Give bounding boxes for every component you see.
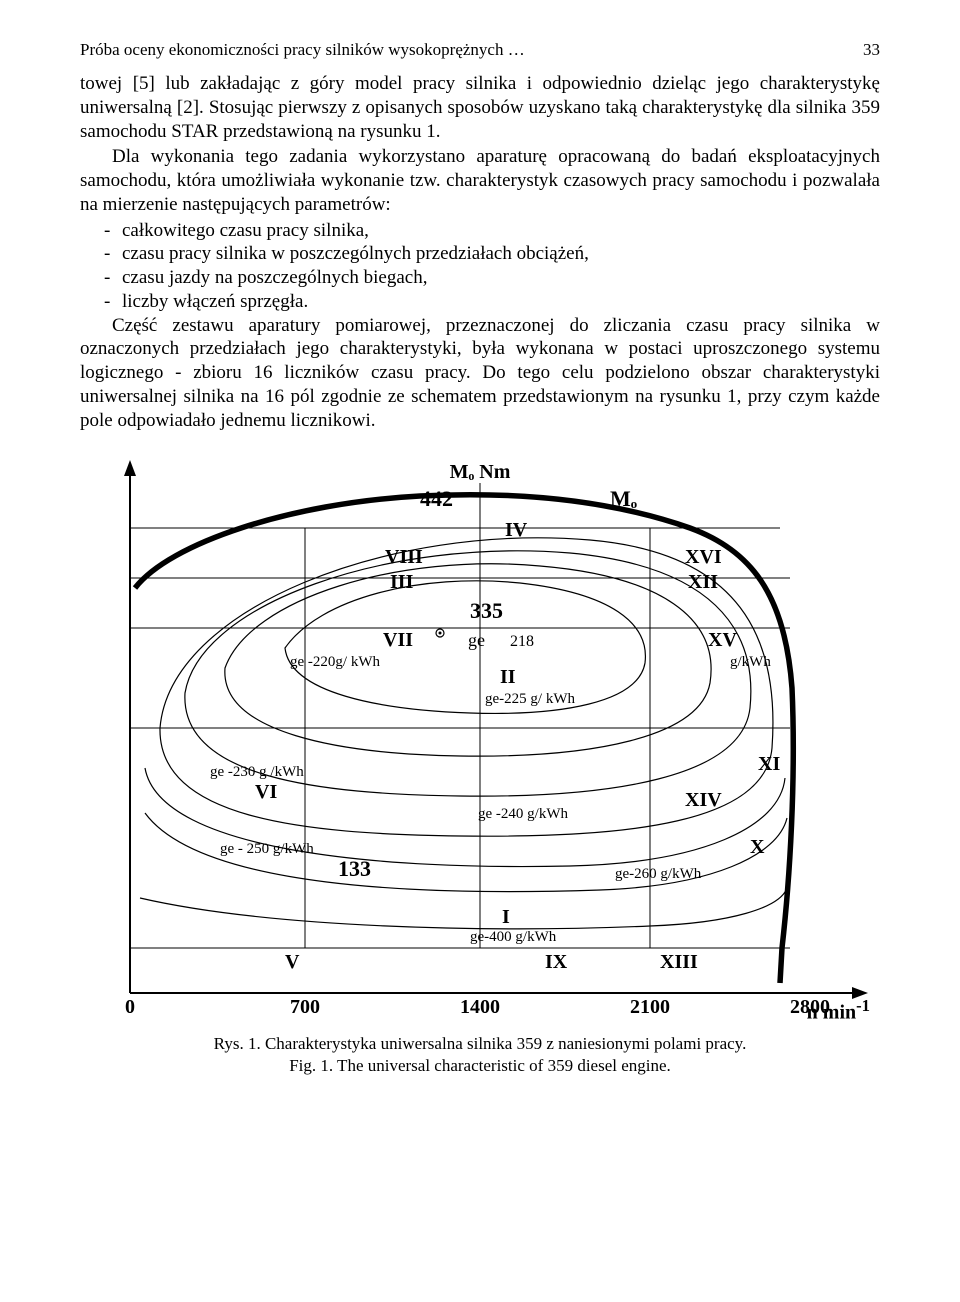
region-XIV: XIV — [685, 789, 722, 811]
caption-line-1: Rys. 1. Charakterystyka uniwersalna siln… — [214, 1033, 747, 1055]
ge-220: ge -220g/ kWh — [290, 654, 380, 670]
level-133: 133 — [338, 856, 371, 881]
region-VI: VI — [255, 781, 277, 803]
x-axis-label-text: n min — [807, 1002, 856, 1024]
bullet-2: czasu pracy silnika w poszczególnych prz… — [104, 242, 880, 266]
region-VIII: VIII — [385, 546, 423, 568]
engine-characteristic-chart: Mₒ Nm 442 Mₒ IV VIII III XVI XII 335 VII… — [90, 458, 870, 1018]
paragraph-3: Część zestawu aparatury pomiarowej, prze… — [80, 314, 880, 433]
running-title: Próba oceny ekonomiczności pracy silnikó… — [80, 40, 525, 60]
ge-400: ge-400 g/kWh — [470, 929, 557, 945]
ge-240: ge -240 g/kWh — [478, 806, 568, 822]
x-axis-label-sup: -1 — [856, 996, 870, 1015]
region-XI: XI — [758, 753, 780, 775]
region-IV: IV — [505, 519, 528, 541]
bullet-list: całkowitego czasu pracy silnika, czasu p… — [80, 219, 880, 314]
page-number: 33 — [863, 40, 880, 60]
bullet-1: całkowitego czasu pracy silnika, — [104, 219, 880, 243]
level-442: 442 — [420, 486, 453, 511]
ge-250: ge - 250 g/kWh — [220, 841, 314, 857]
x-axis-label: n min-1 — [90, 996, 870, 1025]
page-header: Próba oceny ekonomiczności pracy silnikó… — [80, 40, 880, 60]
ge-218: 218 — [510, 633, 534, 650]
level-335: 335 — [470, 598, 503, 623]
chart-container: Mₒ Nm 442 Mₒ IV VIII III XVI XII 335 VII… — [80, 458, 880, 1077]
ge-center: ge — [468, 630, 485, 650]
ge-225: ge-225 g/ kWh — [485, 691, 575, 707]
ge-230: ge -230 g /kWh — [210, 764, 304, 780]
region-XII: XII — [688, 571, 718, 593]
region-VII: VII — [383, 629, 413, 651]
region-XV: XV — [708, 629, 737, 651]
body-text: towej [5] lub zakładając z góry model pr… — [80, 72, 880, 432]
region-XVI: XVI — [685, 546, 722, 568]
region-I: I — [502, 906, 510, 928]
region-V: V — [285, 951, 300, 973]
region-IX: IX — [545, 951, 568, 973]
region-II: II — [500, 666, 516, 688]
bullet-3: czasu jazdy na poszczególnych biegach, — [104, 266, 880, 290]
ge-260: ge-260 g/kWh — [615, 866, 702, 882]
bullet-4: liczby włączeń sprzęgła. — [104, 290, 880, 314]
caption-line-2: Fig. 1. The universal characteristic of … — [214, 1055, 747, 1077]
region-XIII: XIII — [660, 951, 698, 973]
mo-curve-label: Mₒ — [610, 486, 637, 511]
region-X: X — [750, 836, 765, 858]
y-top-label: Mₒ Nm — [450, 461, 511, 483]
ge-gkwh: g/kWh — [730, 654, 771, 670]
figure-caption: Rys. 1. Charakterystyka uniwersalna siln… — [214, 1033, 747, 1077]
region-III: III — [390, 571, 414, 593]
paragraph-2: Dla wykonania tego zadania wykorzystano … — [80, 145, 880, 216]
paragraph-1: towej [5] lub zakładając z góry model pr… — [80, 72, 880, 143]
